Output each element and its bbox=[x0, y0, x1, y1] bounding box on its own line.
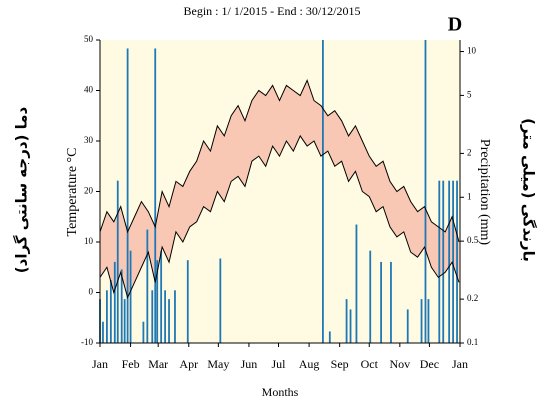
y2-tick-label: 0.2 bbox=[467, 293, 478, 303]
precipitation-bar bbox=[452, 180, 454, 343]
precipitation-bar bbox=[448, 180, 451, 343]
precipitation-bar bbox=[355, 224, 358, 343]
precipitation-bar bbox=[438, 180, 441, 343]
precipitation-bar bbox=[120, 269, 123, 343]
y2-tick-label: 1 bbox=[467, 191, 472, 201]
precipitation-bar bbox=[154, 48, 157, 343]
x-tick-label: Nov bbox=[389, 357, 410, 371]
precipitation-bar bbox=[345, 299, 348, 343]
x-axis-label: Months bbox=[262, 385, 299, 399]
temperature-line bbox=[99, 134, 460, 300]
precipitation-bar bbox=[349, 309, 352, 343]
precipitation-bar bbox=[219, 258, 222, 343]
y2-tick-label: 0.1 bbox=[467, 337, 478, 347]
y2-tick-label: 5 bbox=[467, 89, 472, 99]
x-tick-label: Oct bbox=[361, 357, 379, 371]
y-tick-label: 50 bbox=[84, 34, 94, 44]
precipitation-bar bbox=[151, 290, 154, 343]
y-axis-label-fa: دما (درجه سانتی گراد) bbox=[13, 106, 31, 273]
precipitation-bar bbox=[456, 180, 458, 343]
y-tick-label: 20 bbox=[84, 186, 94, 196]
precipitation-bar bbox=[390, 261, 392, 343]
precipitation-bar bbox=[164, 290, 166, 343]
x-tick-label: Jun bbox=[241, 357, 258, 371]
x-tick-label: Aug bbox=[299, 357, 320, 371]
precipitation-bar bbox=[420, 299, 423, 343]
y-tick-label: 40 bbox=[84, 85, 94, 95]
y-tick-label: -10 bbox=[81, 337, 93, 347]
precipitation-bar bbox=[156, 260, 159, 343]
precipitation-bar bbox=[123, 299, 126, 343]
y2-tick-label: 2 bbox=[467, 147, 472, 157]
precipitation-bar bbox=[186, 260, 189, 343]
y-tick-label: 10 bbox=[84, 236, 94, 246]
precipitation-bar bbox=[168, 299, 170, 343]
precipitation-bar bbox=[142, 321, 145, 343]
x-tick-label: Jul bbox=[272, 357, 287, 371]
x-tick-label: Feb bbox=[122, 357, 140, 371]
x-tick-label: Dec bbox=[420, 357, 439, 371]
precipitation-bar bbox=[328, 331, 331, 343]
precipitation-bar bbox=[322, 40, 324, 343]
y-axis-label: Temperature °C bbox=[65, 148, 80, 237]
y2-axis-label: Precipitation (mm) bbox=[477, 139, 492, 245]
precipitation-bar bbox=[160, 250, 163, 343]
x-tick-label: May bbox=[207, 357, 229, 371]
precipitation-bar bbox=[126, 48, 129, 343]
precipitation-bar bbox=[116, 180, 119, 343]
x-tick-label: Sep bbox=[331, 357, 349, 371]
precipitation-bar bbox=[106, 290, 108, 343]
precipitation-bar bbox=[427, 299, 430, 343]
chart-title: Begin : 1/ 1/2015 - End : 30/12/2015 bbox=[184, 4, 361, 18]
precipitation-bar bbox=[146, 229, 149, 343]
x-tick-label: Mar bbox=[148, 357, 168, 371]
y2-tick-label: 0.5 bbox=[467, 235, 479, 245]
y-tick-label: 0 bbox=[89, 287, 94, 297]
x-tick-label: Jan bbox=[92, 357, 108, 371]
precipitation-bar bbox=[102, 321, 104, 343]
precipitation-bar bbox=[369, 250, 372, 343]
y2-tick-label: 10 bbox=[467, 46, 477, 56]
panel-label: D bbox=[448, 14, 462, 36]
x-tick-label: Jan bbox=[452, 357, 468, 371]
precipitation-bar bbox=[113, 261, 116, 343]
temperature-line bbox=[99, 79, 460, 243]
precipitation-bar bbox=[442, 180, 445, 343]
precipitation-bar bbox=[109, 280, 112, 343]
precipitation-bar bbox=[406, 309, 409, 343]
temperature-band bbox=[100, 80, 460, 298]
y2-axis-label-fa: بارندگی (میلی متر) bbox=[520, 118, 538, 262]
x-tick-label: Apr bbox=[179, 357, 198, 371]
precipitation-bar bbox=[424, 40, 427, 343]
precipitation-bar bbox=[380, 261, 382, 343]
y-tick-label: 30 bbox=[84, 135, 94, 145]
precipitation-bar bbox=[129, 250, 132, 343]
precipitation-bar bbox=[174, 290, 176, 343]
